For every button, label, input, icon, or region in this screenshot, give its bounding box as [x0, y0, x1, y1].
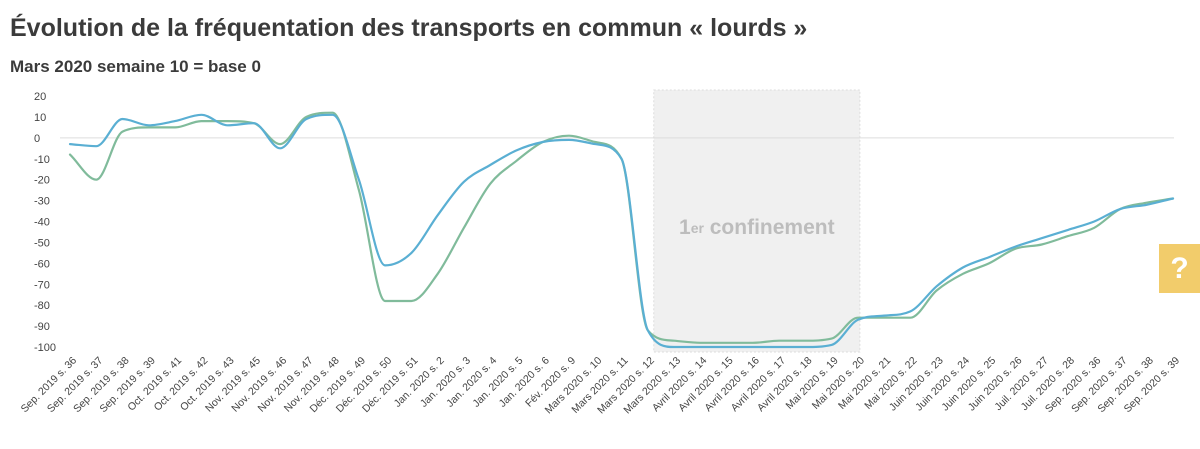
help-button[interactable]: ?: [1159, 244, 1200, 293]
y-tick-label: -70: [34, 279, 50, 291]
confinement-band: [653, 89, 861, 353]
y-tick-label: -20: [34, 175, 50, 187]
y-tick-label: 10: [34, 112, 46, 124]
y-tick-label: -50: [34, 237, 50, 249]
confinement-label-number: 1: [679, 216, 691, 239]
y-tick-label: -60: [34, 258, 50, 270]
y-tick-label: -30: [34, 196, 50, 208]
y-tick-label: 0: [34, 133, 40, 145]
chart-title: Évolution de la fréquentation des transp…: [10, 14, 808, 42]
confinement-label-text: confinement: [704, 216, 835, 239]
y-tick-label: 20: [34, 91, 46, 103]
confinement-label-suffix: er: [691, 220, 705, 236]
y-tick-label: -90: [34, 321, 50, 333]
y-axis: 20 10 0 -10 -20 -30 -40 -50 -60 -70 -80 -90 -100: [34, 91, 56, 354]
series-line-1: [68, 113, 1175, 349]
series-line-2: [68, 111, 1175, 344]
y-tick-label: -80: [34, 300, 50, 312]
y-tick-label: -100: [34, 342, 56, 354]
y-tick-label: -10: [34, 154, 50, 166]
y-tick-label: -40: [34, 217, 50, 229]
confinement-label: 1er confinement: [679, 216, 835, 239]
series-lines: [68, 111, 1175, 349]
chart-subtitle: Mars 2020 semaine 10 = base 0: [10, 57, 261, 76]
